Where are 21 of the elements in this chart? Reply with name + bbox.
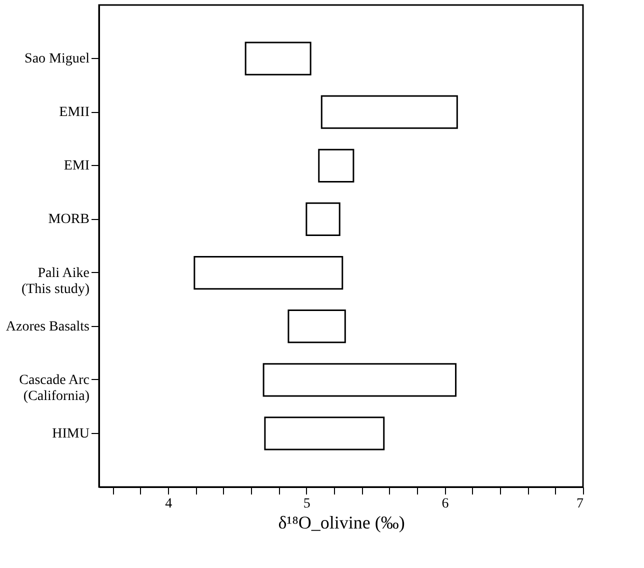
bar xyxy=(306,202,340,236)
y-tick-label: Cascade Arc (California) xyxy=(19,372,90,404)
bar xyxy=(262,363,457,397)
y-tick-label: EMII xyxy=(59,105,90,120)
y-tick-label: MORB xyxy=(48,212,90,228)
x-tick-label: 7 xyxy=(576,496,584,512)
bar xyxy=(194,256,344,290)
bar xyxy=(264,416,385,450)
bar xyxy=(288,310,346,344)
bar xyxy=(318,148,354,182)
bar xyxy=(320,95,458,129)
y-tick-label: Sao Miguel xyxy=(24,52,90,67)
bar xyxy=(244,42,312,76)
y-tick-label: HIMU xyxy=(52,426,90,442)
x-tick-label: 4 xyxy=(165,496,172,512)
x-tick-label: 6 xyxy=(442,496,449,512)
y-tick-label: EMI xyxy=(64,158,90,174)
y-tick-label: Azores Basalts xyxy=(6,319,90,334)
x-tick-label: 5 xyxy=(303,496,310,512)
x-axis-title: δ¹⁸O_olivine (‰) xyxy=(278,512,405,532)
y-tick-label: Pali Aike (This study) xyxy=(21,266,90,297)
